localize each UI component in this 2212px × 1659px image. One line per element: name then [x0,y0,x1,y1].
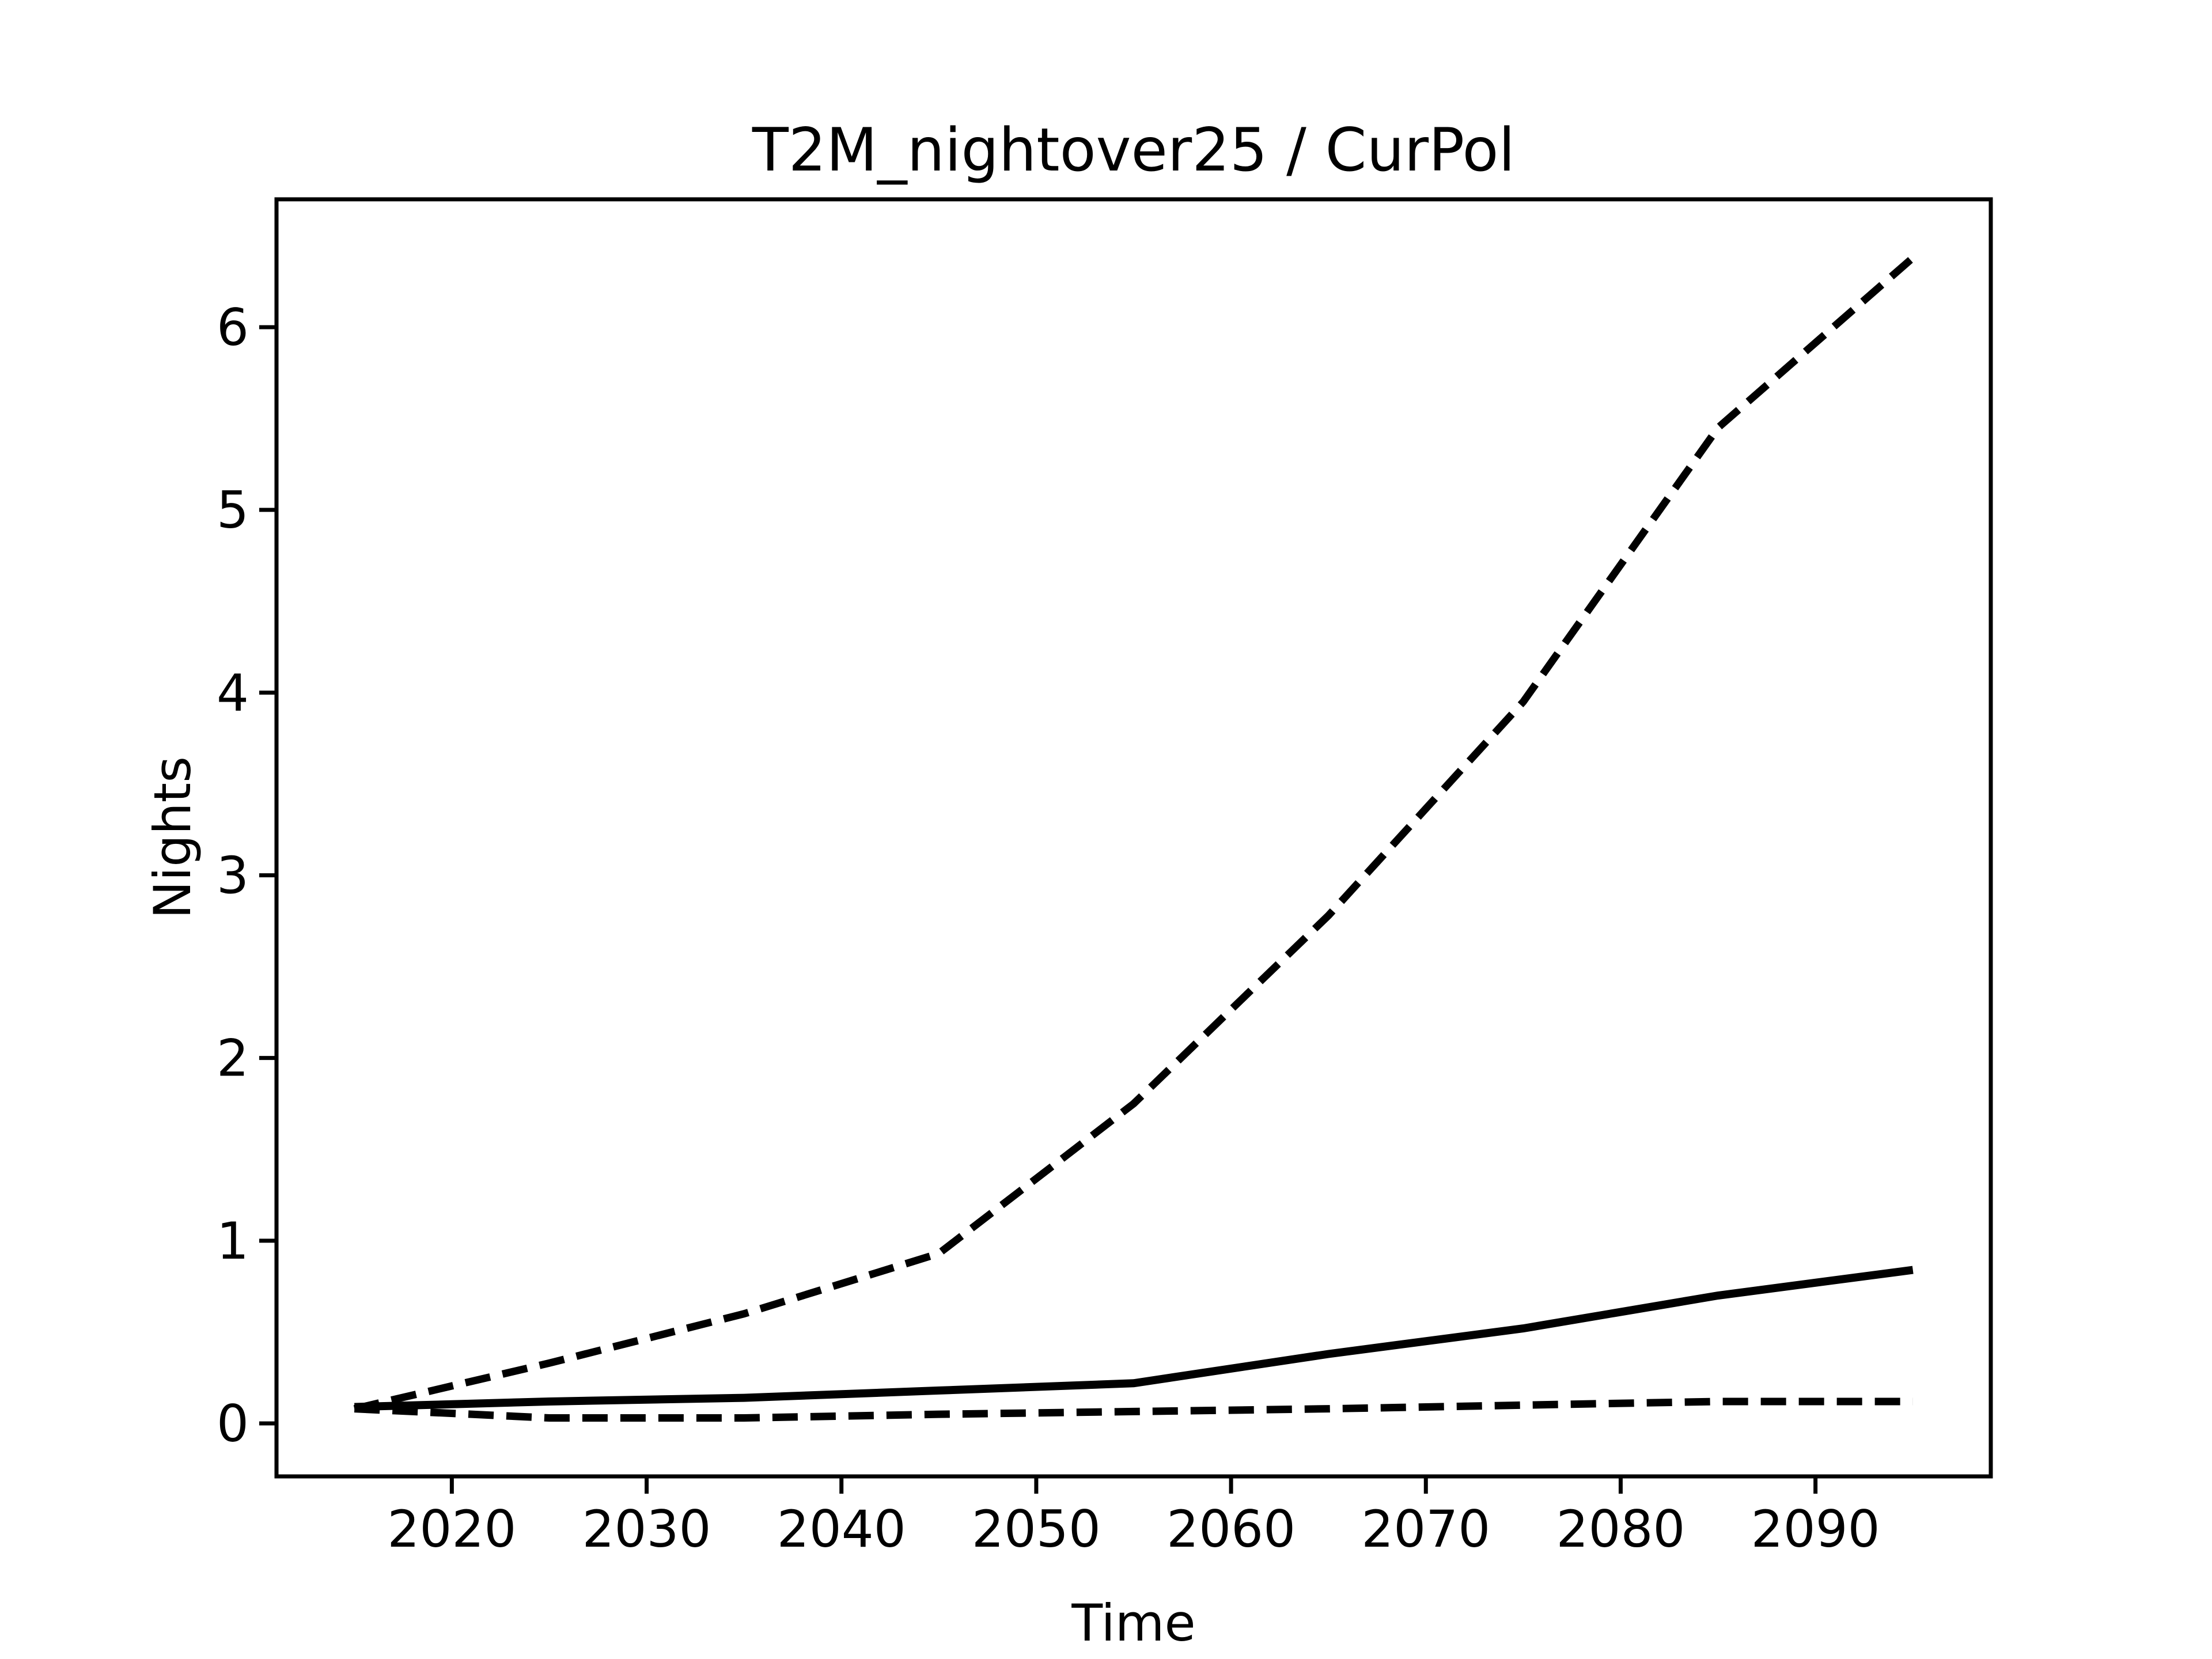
x-tick-label: 2080 [1556,1499,1685,1559]
x-tick-label: 2060 [1166,1499,1296,1559]
y-tick-label: 1 [217,1211,249,1271]
x-tick-label: 2050 [972,1499,1101,1559]
series-line-lower_dashed [354,1397,1913,1422]
series-lines [353,255,1915,1422]
y-tick-label: 3 [217,846,249,906]
y-axis-label: Nights [143,756,202,919]
y-tick-label: 2 [217,1029,249,1088]
x-tick-label: 2020 [387,1499,516,1559]
series-line-upper_dashed [353,255,1915,1412]
x-axis-ticks: 2020 2030 2040 2050 2060 2070 2080 2090 [387,1476,1880,1559]
x-tick-label: 2070 [1361,1499,1490,1559]
y-axis-ticks: 0 1 2 3 4 5 6 [217,298,276,1453]
x-tick-label: 2030 [582,1499,711,1559]
y-tick-label: 6 [217,298,249,357]
y-tick-label: 4 [217,663,249,722]
chart-title: T2M_nightover25 / CurPol [752,116,1515,185]
x-tick-label: 2040 [777,1499,906,1559]
x-axis-label: Time [1071,1593,1195,1653]
series-line-solid [354,1266,1914,1411]
plot-frame [274,197,1993,1479]
y-tick-label: 0 [217,1394,249,1453]
y-tick-label: 5 [217,480,249,540]
x-tick-label: 2090 [1751,1499,1880,1559]
